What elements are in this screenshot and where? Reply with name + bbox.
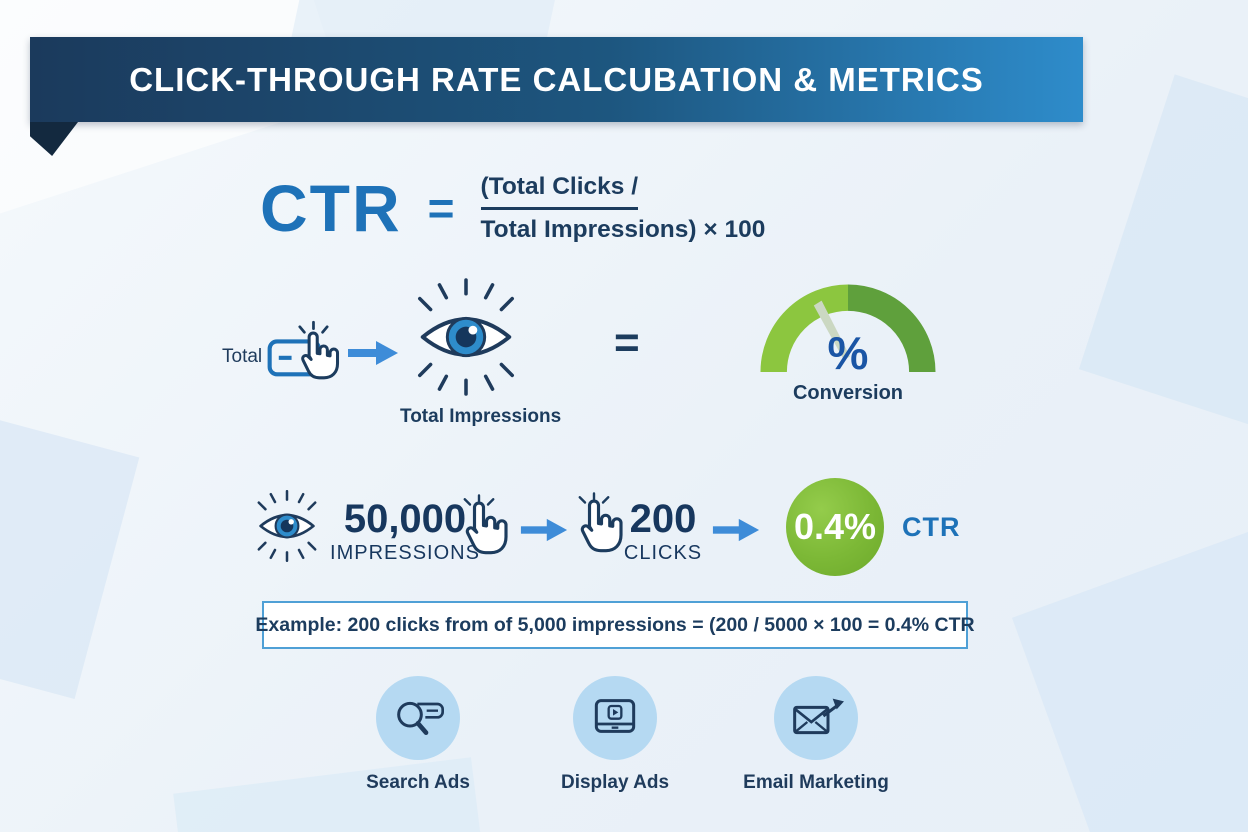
channel-circle: [774, 676, 858, 760]
formula-fraction: (Total Clicks / Total Impressions) × 100: [480, 172, 766, 244]
search-ads-icon: [388, 688, 448, 748]
formula-lhs: CTR: [260, 171, 402, 245]
formula-numerator: (Total Clicks /: [480, 172, 638, 210]
banner-fold: [30, 122, 78, 156]
channel-label: Search Ads: [366, 772, 470, 793]
clicks-value: 200: [629, 497, 697, 541]
ctr-result-value: 0.4%: [793, 506, 877, 547]
channel-label: Email Marketing: [743, 772, 889, 793]
bg-polygon: [1012, 522, 1248, 832]
channel-email-marketing: Email Marketing: [731, 676, 901, 794]
impressions-metric: 50,000 IMPRESSIONS: [330, 498, 480, 565]
total-impressions-caption: Total Impressions: [400, 406, 562, 427]
impressions-label: IMPRESSIONS: [330, 542, 480, 564]
email-marketing-icon: [786, 688, 846, 748]
total-clicks-group: Total: [222, 315, 350, 397]
page-title: CLICK-THROUGH RATE CALCUBATION & METRICS: [129, 60, 984, 98]
tap-icon: [455, 492, 509, 562]
clicks-metric: 200 CLICKS: [618, 498, 708, 565]
equals-sign: =: [614, 318, 640, 367]
eye-small-icon: [250, 490, 324, 562]
display-ads-icon: [585, 688, 645, 748]
example-box: Example: 200 clicks from of 5,000 impres…: [255, 601, 975, 649]
formula-denominator: Total Impressions) × 100: [480, 215, 766, 243]
title-banner: CLICK-THROUGH RATE CALCUBATION & METRICS: [30, 37, 1083, 122]
conversion-caption: Conversion: [792, 382, 904, 404]
bg-polygon: [1078, 74, 1248, 456]
eye-icon: [400, 278, 532, 396]
tap-icon: [570, 490, 624, 560]
ctr-result-badge: 0.4%: [786, 478, 884, 576]
bg-polygon: [0, 410, 140, 700]
channel-circle: [376, 676, 460, 760]
channel-circle: [573, 676, 657, 760]
click-button-icon: [266, 315, 350, 397]
channel-display-ads: Display Ads: [530, 676, 700, 794]
percent-symbol: %: [827, 327, 869, 379]
example-text: Example: 200 clicks from of 5,000 impres…: [255, 613, 975, 636]
impressions-value: 50,000: [343, 497, 467, 541]
total-impressions-group: Total Impressions: [400, 278, 562, 428]
channel-search-ads: Search Ads: [333, 676, 503, 794]
total-label: Total: [222, 346, 263, 367]
formula-equals: =: [427, 182, 455, 234]
ctr-result-label: CTR: [902, 512, 961, 542]
arrow-right-icon: [712, 518, 760, 542]
ctr-formula: CTR = (Total Clicks / Total Impressions)…: [260, 158, 765, 258]
conversion-gauge-group: % Conversion: [760, 276, 936, 404]
channel-label: Display Ads: [560, 772, 670, 793]
arrow-right-icon: [520, 518, 568, 542]
clicks-label: CLICKS: [623, 542, 703, 564]
arrow-right-icon: [348, 340, 398, 366]
gauge-icon: [760, 276, 936, 378]
